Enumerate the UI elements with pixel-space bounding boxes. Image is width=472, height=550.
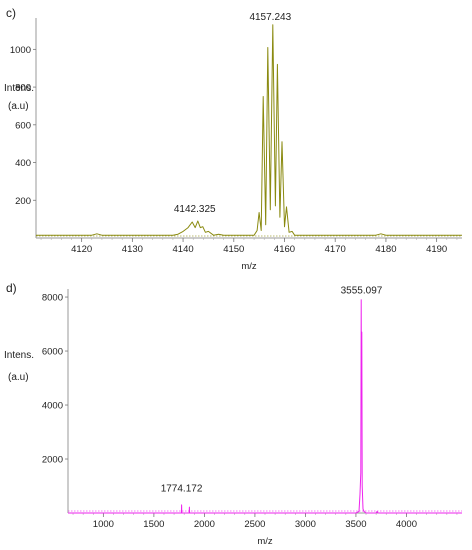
spectrum-panel-d: 1000 1500 2000 2500 3000 3500 4000 2000 4000 6000… (0, 275, 472, 550)
c0-x-axis-title: m/z (241, 261, 257, 272)
c1-x-tick-label: 4000 (396, 519, 417, 530)
c1-x-tick-label: 3500 (345, 519, 366, 530)
c1-x-tick-label: 2500 (244, 519, 265, 530)
c1-x-tick-label: 3000 (295, 519, 316, 530)
y-axis-label-c-line1: Intens. (4, 83, 35, 94)
c0-x-tick-label: 4170 (325, 244, 346, 255)
panel-label-d: d) (6, 281, 17, 295)
spectrum-c-plot: 4120 4130 4140 4150 4160 4170 4180 4190 200 400 60… (10, 12, 462, 272)
c0-x-tick-label: 4150 (223, 244, 244, 255)
c0-x-tick-label: 4190 (426, 244, 447, 255)
c1-x-tick-label: 1500 (143, 519, 164, 530)
c0-spectrum-line-0 (36, 24, 462, 236)
c1-y-tick-label: 4000 (42, 401, 63, 412)
c0-x-tick-label: 4160 (274, 244, 295, 255)
spectrum-panel-c: 4120 4130 4140 4150 4160 4170 4180 4190 200 400 60… (4, 6, 462, 272)
c0-y-tick-label: 800 (15, 83, 31, 94)
c1-x-axis-title: m/z (257, 536, 273, 547)
c1-y-tick-label: 8000 (42, 293, 63, 304)
c0-peak-label: 4157.243 (249, 12, 291, 23)
y-axis-label-d-line1: Intens. (4, 350, 35, 361)
panel-label-c: c) (6, 6, 16, 20)
y-axis-label-c-line2: (a.u) (8, 101, 29, 112)
c1-y-tick-label: 6000 (42, 347, 63, 358)
c0-x-tick-label: 4130 (122, 244, 143, 255)
c1-peak-label: 3555.097 (341, 285, 383, 296)
c1-peak-label: 1774.172 (161, 483, 203, 494)
spectrum-d-plot: 1000 1500 2000 2500 3000 3500 4000 2000 4000 6000… (42, 285, 462, 547)
c1-x-tick-label: 2000 (194, 519, 215, 530)
c1-x-tick-label: 1000 (93, 519, 114, 530)
c0-x-tick-label: 4140 (173, 244, 194, 255)
c1-y-tick-label: 2000 (42, 455, 63, 466)
c0-y-tick-label: 600 (15, 120, 31, 131)
c0-x-tick-label: 4180 (375, 244, 396, 255)
c0-y-tick-label: 1000 (10, 45, 31, 56)
y-axis-label-d-line2: (a.u) (8, 372, 29, 383)
c0-y-tick-label: 200 (15, 196, 31, 207)
c0-x-tick-label: 4120 (71, 244, 92, 255)
c0-y-tick-label: 400 (15, 158, 31, 169)
c1-spectrum-line-0 (68, 299, 462, 514)
c0-peak-label: 4142.325 (174, 204, 216, 215)
